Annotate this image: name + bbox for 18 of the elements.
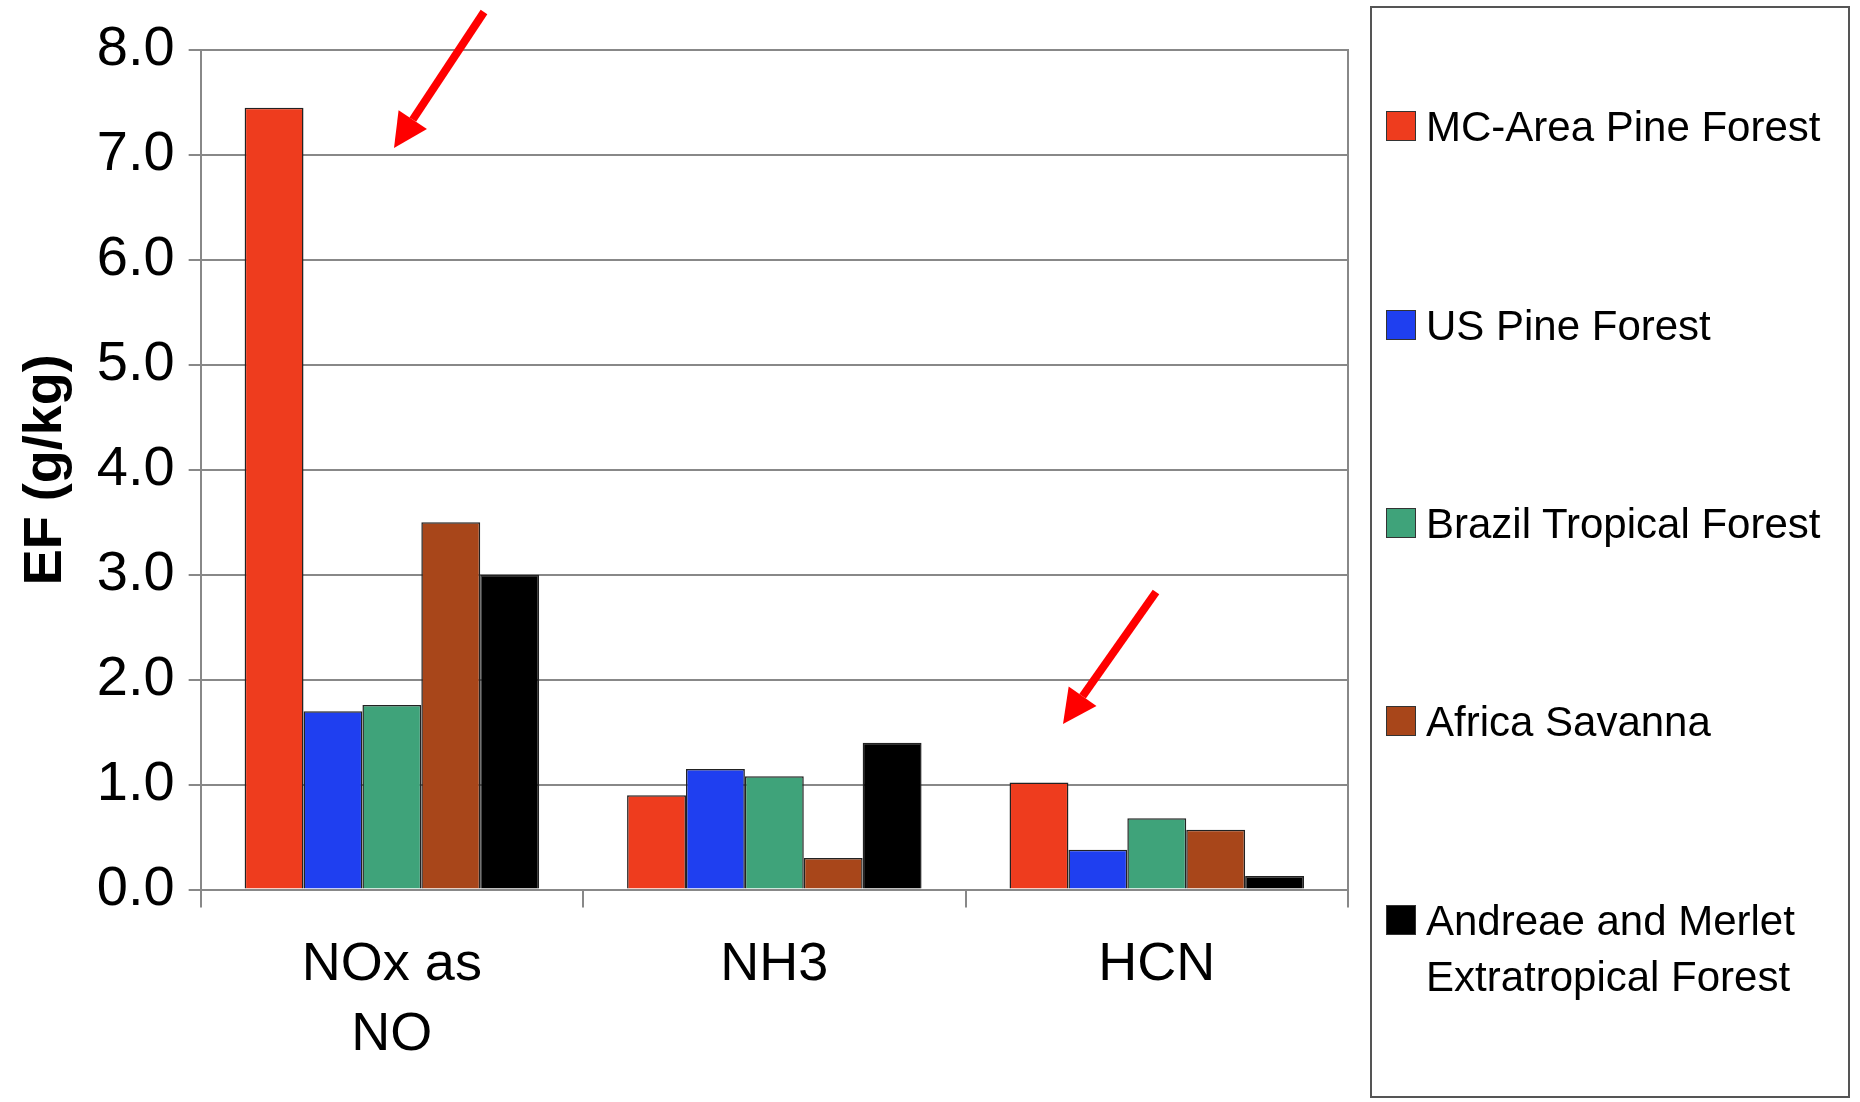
x-tick-label: NOx as NO <box>301 930 482 1061</box>
y-tick-label: 1.0 <box>96 749 175 813</box>
legend-label: MC-Area Pine Forest <box>1426 102 1821 153</box>
y-axis-title: EF (g/kg) <box>12 354 73 586</box>
legend-label: Andreae and Merlet Extratropical Forest <box>1426 895 1796 1002</box>
y-tick-label: 2.0 <box>96 644 175 708</box>
legend-label: Brazil Tropical Forest <box>1426 498 1821 549</box>
x-tick-label: HCN <box>1098 930 1216 991</box>
y-tick-label: 3.0 <box>96 539 175 603</box>
legend-label: Africa Savanna <box>1426 697 1711 748</box>
y-tick-label: 0.0 <box>96 854 175 918</box>
legend-label: US Pine Forest <box>1426 300 1711 351</box>
y-tick-label: 8.0 <box>96 14 175 78</box>
y-tick-label: 4.0 <box>96 434 175 498</box>
x-tick-label: NH3 <box>720 930 829 991</box>
y-tick-label: 6.0 <box>96 224 175 288</box>
y-tick-label: 7.0 <box>96 119 175 183</box>
y-tick-label: 5.0 <box>96 329 175 393</box>
